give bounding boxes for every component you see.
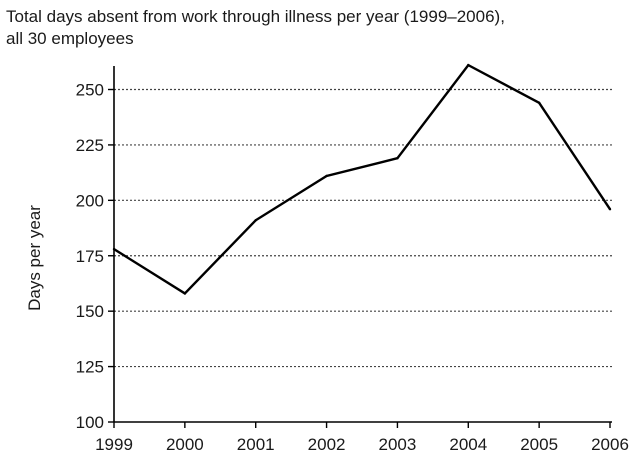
x-tick-label-2000: 2000 (166, 435, 204, 454)
data-point-2004 (467, 63, 470, 67)
x-tick-label-2005: 2005 (520, 435, 558, 454)
x-tick-label-1999: 1999 (95, 435, 133, 454)
chart-title: Total days absent from work through illn… (6, 6, 636, 50)
y-tick-label-250: 250 (76, 81, 104, 100)
data-series (112, 63, 612, 295)
data-point-2005 (537, 101, 541, 105)
data-point-2006 (608, 208, 612, 211)
y-tick-label-125: 125 (76, 358, 104, 377)
grid-lines (114, 88, 612, 368)
data-point-2003 (396, 157, 399, 160)
y-tick-label-225: 225 (76, 136, 104, 155)
y-axis-label: Days per year (25, 205, 44, 311)
y-tick-label-200: 200 (76, 191, 104, 210)
chart-title-line-1: Total days absent from work through illn… (6, 7, 505, 26)
data-point-2000 (183, 292, 187, 295)
axes (113, 66, 612, 423)
x-tick-label-2006: 2006 (591, 435, 629, 454)
x-tick-label-2002: 2002 (308, 435, 346, 454)
x-tick-label-2001: 2001 (237, 435, 275, 454)
data-point-1999 (112, 247, 116, 251)
x-tick-label-2004: 2004 (449, 435, 487, 454)
x-axis-ticks: 1999 2000 2001 2002 2003 2004 2005 2006 (95, 422, 629, 454)
y-axis-ticks: 100 125 150 175 200 225 250 (76, 81, 114, 432)
x-tick-label-2003: 2003 (379, 435, 417, 454)
chart-title-line-2: all 30 employees (6, 29, 134, 48)
series-line-0 (113, 63, 611, 295)
data-point-2001 (254, 219, 257, 222)
data-point-2002 (325, 174, 328, 178)
y-tick-label-100: 100 (76, 413, 104, 432)
y-tick-label-150: 150 (76, 302, 104, 321)
y-tick-label-175: 175 (76, 247, 104, 266)
